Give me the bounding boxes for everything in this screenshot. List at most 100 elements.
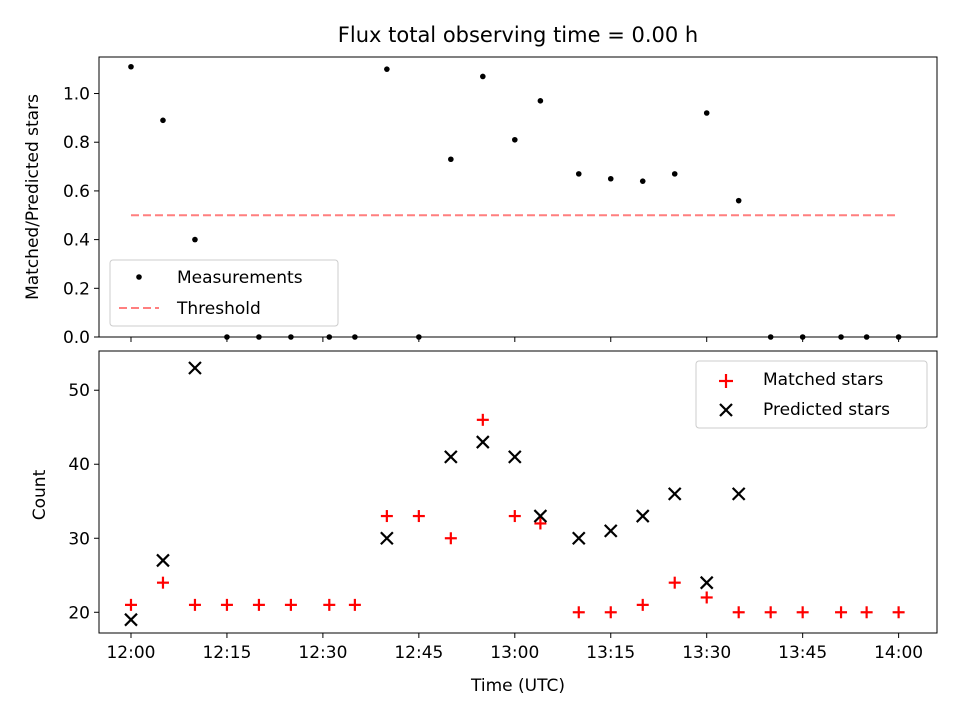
bottom-y-axis-label: Count bbox=[30, 469, 50, 520]
matched-point bbox=[860, 606, 873, 619]
legend-matched-marker bbox=[719, 374, 733, 388]
measurement-point bbox=[639, 178, 646, 184]
measurement-point bbox=[384, 66, 390, 72]
x-tick-label: 13:45 bbox=[778, 643, 827, 663]
predicted-point bbox=[667, 487, 682, 501]
measurement-point bbox=[895, 334, 902, 340]
x-tick-label: 13:00 bbox=[490, 643, 539, 663]
top-legend: Measurements Threshold bbox=[109, 259, 339, 327]
matched-point bbox=[668, 576, 681, 589]
matched-point bbox=[636, 598, 649, 611]
matched-point bbox=[412, 510, 425, 523]
measurement-point bbox=[256, 334, 262, 340]
predicted-point bbox=[380, 531, 394, 546]
predicted-point bbox=[699, 575, 714, 590]
matched-point bbox=[380, 510, 393, 523]
measurement-point bbox=[575, 171, 582, 177]
y-tick-label: 30 bbox=[68, 529, 90, 549]
x-tick-label: 13:15 bbox=[586, 643, 635, 663]
y-tick-label: 20 bbox=[68, 603, 90, 623]
y-tick-label: 0.4 bbox=[63, 231, 90, 251]
legend-matched-label: Matched stars bbox=[763, 370, 883, 390]
measurement-point bbox=[607, 175, 614, 182]
legend-predicted-label: Predicted stars bbox=[763, 400, 890, 420]
matched-point bbox=[892, 606, 905, 619]
x-tick-label: 12:45 bbox=[394, 643, 443, 663]
matched-point bbox=[284, 598, 297, 611]
measurement-point bbox=[838, 334, 844, 340]
predicted-point bbox=[156, 553, 170, 568]
x-tick-label: 14:00 bbox=[874, 643, 923, 663]
matched-point bbox=[252, 598, 265, 611]
bottom-y-ticks: 20 30 40 50 bbox=[68, 381, 99, 623]
top-y-ticks: 0.0 0.2 0.4 0.6 0.8 1.0 bbox=[63, 85, 99, 348]
matched-point bbox=[188, 598, 201, 611]
matched-point bbox=[348, 598, 361, 611]
measurement-point bbox=[416, 334, 422, 340]
matched-point bbox=[835, 606, 848, 619]
matched-point bbox=[156, 576, 169, 589]
predicted-point bbox=[508, 450, 522, 464]
measurement-point bbox=[512, 136, 518, 143]
measurement-point bbox=[767, 334, 774, 340]
predicted-point bbox=[188, 361, 202, 375]
measurement-point bbox=[448, 156, 454, 163]
top-axes: Flux total observing time = 0.00 h 0.00.… bbox=[23, 23, 938, 348]
measurement-point bbox=[537, 98, 544, 104]
measurement-point bbox=[671, 171, 678, 177]
x-axis-label: Time (UTC) bbox=[470, 676, 565, 696]
predicted-point bbox=[603, 524, 618, 538]
matched-point bbox=[508, 510, 521, 523]
bottom-x-ticks: 12:00 12:15 12:30 12:45 13:00 13:15 13:30 13:45… bbox=[106, 633, 923, 663]
measurement-point bbox=[480, 73, 486, 80]
predicted-point bbox=[635, 509, 650, 523]
chart-title: Flux total observing time = 0.00 h bbox=[338, 23, 698, 47]
measurement-point bbox=[799, 334, 806, 340]
matched-point bbox=[124, 598, 137, 611]
measurement-point bbox=[326, 334, 333, 340]
legend-threshold-label: Threshold bbox=[176, 299, 261, 319]
predicted-point bbox=[533, 509, 548, 523]
y-tick-label: 0.0 bbox=[63, 328, 90, 348]
legend-measurements-marker bbox=[136, 274, 142, 280]
predicted-point bbox=[444, 450, 458, 464]
measurement-point bbox=[703, 110, 710, 116]
matched-point bbox=[572, 606, 585, 619]
top-y-axis-label: Matched/Predicted stars bbox=[23, 94, 43, 300]
predicted-point bbox=[571, 531, 586, 546]
matched-point bbox=[764, 606, 777, 619]
y-tick-label: 50 bbox=[68, 381, 90, 401]
y-tick-label: 1.0 bbox=[63, 85, 90, 105]
measurement-point bbox=[224, 334, 230, 340]
y-tick-label: 0.8 bbox=[63, 133, 90, 153]
y-tick-label: 0.2 bbox=[63, 279, 90, 299]
x-tick-label: 12:00 bbox=[106, 643, 155, 663]
predicted-point bbox=[476, 435, 490, 449]
matched-point bbox=[796, 606, 809, 619]
measurement-point bbox=[128, 63, 134, 70]
y-tick-label: 0.6 bbox=[63, 182, 90, 202]
y-tick-label: 40 bbox=[68, 455, 90, 475]
top-data-marks bbox=[128, 63, 902, 340]
predicted-point bbox=[731, 487, 746, 501]
legend-measurements-label: Measurements bbox=[177, 268, 303, 288]
measurement-point bbox=[863, 334, 870, 340]
matched-point bbox=[732, 606, 745, 619]
bottom-data-marks bbox=[124, 361, 905, 627]
measurement-point bbox=[735, 197, 742, 204]
matched-point bbox=[476, 413, 489, 426]
matched-point bbox=[604, 606, 617, 619]
predicted-point bbox=[124, 612, 138, 627]
measurement-point bbox=[192, 236, 198, 243]
matched-point bbox=[220, 598, 233, 611]
matched-point bbox=[534, 517, 547, 530]
measurement-point bbox=[288, 334, 294, 340]
top-x-ticks bbox=[130, 337, 900, 342]
x-tick-label: 13:30 bbox=[682, 643, 731, 663]
matched-point bbox=[323, 598, 336, 611]
measurement-point bbox=[352, 334, 358, 340]
bottom-legend: Matched stars Predicted stars bbox=[695, 360, 928, 429]
measurement-point bbox=[160, 117, 166, 124]
